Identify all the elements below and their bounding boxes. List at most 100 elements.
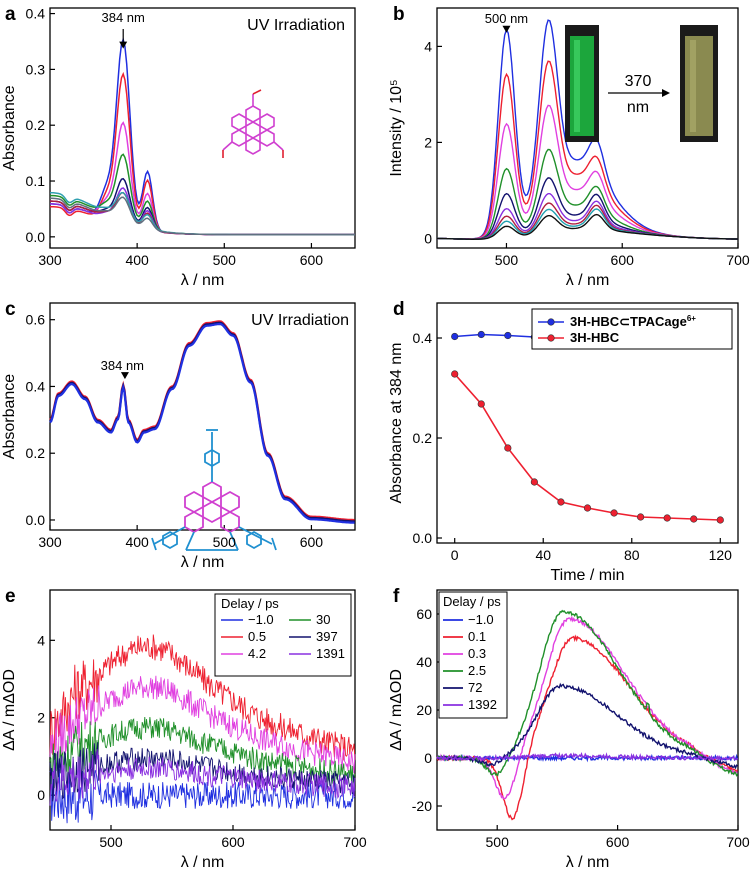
x-tick-label: 600 [300, 252, 324, 268]
x-axis-label: λ / nm [566, 272, 610, 289]
x-tick-label: 600 [300, 534, 324, 550]
legend-entry: 397 [316, 629, 338, 644]
emission-series-line [437, 177, 738, 240]
y-tick-label: 2 [424, 134, 432, 150]
emission-series-line [437, 148, 738, 240]
y-tick-label: 60 [416, 606, 432, 622]
panel-letter: c [5, 299, 16, 320]
absorbance-series-line [50, 36, 355, 236]
y-axis-label: ΔA / mΔOD [1, 669, 18, 751]
data-point [583, 504, 592, 512]
y-tick-label: 0.2 [26, 445, 46, 461]
y-tick-label: 0 [424, 230, 432, 246]
peak-arrowhead [120, 372, 129, 380]
y-tick-label: -20 [412, 798, 432, 814]
plot-frame [49, 7, 356, 249]
x-tick-label: 300 [38, 252, 62, 268]
legend-swatch-marker [547, 318, 555, 326]
x-tick-label: 120 [709, 547, 733, 563]
kinetics-series-line [454, 373, 721, 521]
irradiation-unit: nm [627, 99, 649, 116]
legend-title: Delay / ps [221, 596, 279, 611]
transient-series-line [436, 609, 739, 777]
y-tick-label: 20 [416, 702, 432, 718]
data-point [690, 515, 698, 523]
y-axis-label: ΔA / mΔOD [388, 669, 405, 751]
x-axis-label: λ / nm [566, 854, 610, 870]
y-tick-label: 0.0 [26, 512, 46, 528]
panel-letter: a [5, 4, 16, 25]
legend-box [531, 308, 733, 350]
peak-annotation: 384 nm [102, 10, 145, 25]
x-axis-label: Time / min [550, 567, 624, 584]
data-layer [49, 19, 739, 824]
y-tick-label: 0.6 [26, 312, 46, 328]
legend-box [214, 593, 352, 677]
fluorescent-vial-icon [565, 25, 599, 142]
legend-entry: 3H-HBC [570, 330, 620, 345]
x-tick-label: 500 [213, 534, 237, 550]
plot-frame [49, 302, 356, 531]
data-point [663, 514, 671, 522]
absorbance-series-line [50, 196, 355, 236]
panel-title: UV Irradiation [251, 312, 349, 329]
legend-base-text: 3H-HBC⊂TPACage [570, 314, 687, 329]
panel-title: UV Irradiation [247, 17, 345, 34]
x-tick-label: 700 [726, 252, 750, 268]
data-point [530, 478, 538, 486]
data-point [610, 509, 618, 517]
irradiation-wavelength: 370 [625, 73, 652, 90]
panel-letter: e [5, 586, 16, 607]
irradiation-arrow-icon [608, 89, 670, 97]
transient-series-line [436, 752, 739, 763]
legend-entry: 0.1 [468, 629, 486, 644]
peak-annotation: 500 nm [485, 11, 528, 26]
hbc-molecule-icon [222, 89, 284, 158]
y-tick-label: 0.0 [413, 530, 433, 546]
y-tick-label: 0.4 [26, 6, 46, 22]
transient-series-line [49, 742, 356, 802]
y-tick-label: 4 [424, 38, 432, 54]
panel-a-axes [49, 7, 356, 249]
panel-b-axes [436, 7, 739, 249]
data-point [451, 332, 459, 341]
emission-series-line [437, 202, 738, 240]
x-tick-label: 400 [125, 534, 149, 550]
absorbance-series-line [50, 121, 355, 236]
legend-entry: 0.3 [468, 646, 486, 661]
data-point [504, 331, 512, 340]
legend-entry: 0.5 [248, 629, 266, 644]
legend-title: Delay / ps [443, 594, 501, 609]
data-point [716, 516, 724, 524]
panel-letter: d [393, 299, 405, 320]
panel-letter: f [393, 586, 400, 607]
y-tick-label: 0 [424, 750, 432, 766]
legend-entry: 2.5 [468, 663, 486, 678]
transient-series-line [49, 716, 356, 789]
x-tick-label: 700 [343, 834, 367, 850]
y-tick-label: 4 [37, 632, 45, 648]
data-point [451, 370, 459, 378]
y-axis-label: Absorbance [1, 374, 18, 459]
peak-annotation: 384 nm [101, 358, 144, 373]
y-tick-label: 0 [37, 787, 45, 803]
legend-entry: 72 [468, 680, 482, 695]
transient-series-line [49, 765, 356, 824]
data-point [477, 400, 485, 408]
y-tick-label: 2 [37, 710, 45, 726]
absorbance-series-line [49, 153, 355, 236]
y-tick-label: 0.4 [26, 378, 46, 394]
legend-entry: 30 [316, 612, 330, 627]
x-tick-label: 300 [38, 534, 62, 550]
data-point [557, 498, 565, 506]
legend-superscript: 6+ [687, 314, 696, 323]
panel-c-axes [49, 302, 356, 531]
legend-entry: 1391 [316, 646, 345, 661]
x-tick-label: 80 [624, 547, 640, 563]
legend-swatch-marker [547, 334, 555, 342]
peak-arrowhead [119, 41, 128, 49]
panel-letter: b [393, 4, 405, 25]
y-tick-label: 0.2 [26, 117, 46, 133]
